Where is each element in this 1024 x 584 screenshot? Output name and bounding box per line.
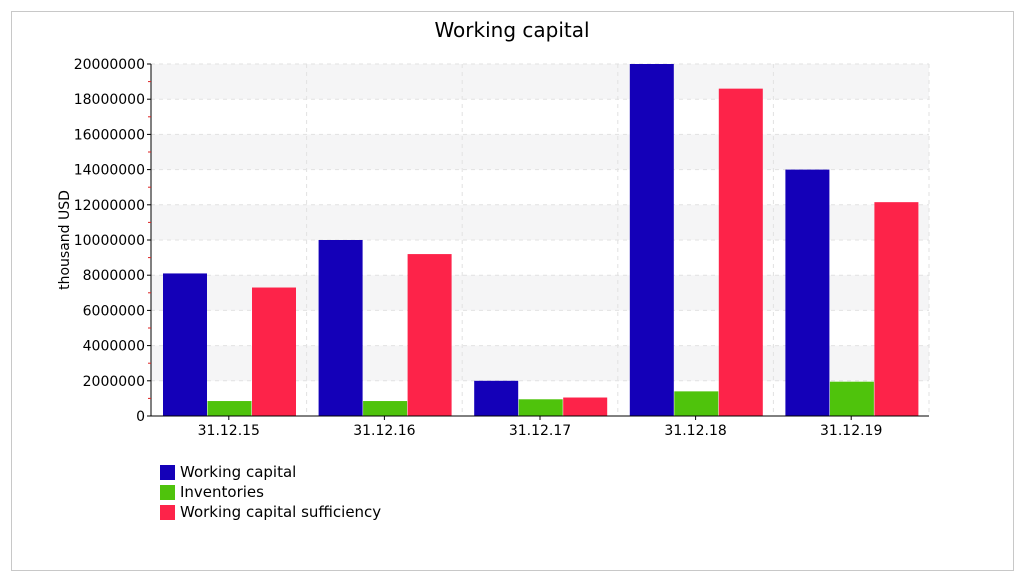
y-tick-label: 18000000 [74, 92, 145, 108]
y-tick-label: 14000000 [74, 163, 145, 179]
bar [207, 401, 252, 416]
y-tick-label: 4000000 [83, 339, 145, 355]
bar [829, 381, 874, 416]
bar [718, 88, 763, 416]
bar [163, 273, 207, 416]
x-tick-label: 31.12.15 [198, 423, 260, 439]
y-tick-label: 8000000 [83, 268, 145, 284]
y-tick-label: 10000000 [74, 233, 145, 249]
bar [474, 380, 519, 416]
bar [252, 287, 296, 416]
x-tick-label: 31.12.19 [820, 423, 882, 439]
bar [674, 391, 719, 416]
bar [563, 397, 608, 416]
legend-label: Inventories [180, 483, 264, 501]
bar [874, 202, 919, 416]
bar [785, 169, 830, 416]
bars [163, 64, 919, 416]
y-tick-label: 20000000 [74, 57, 145, 73]
x-tick-label: 31.12.18 [664, 423, 726, 439]
y-tick-labels: 0 2000000 4000000 6000000 8000000 10000000 120… [74, 57, 145, 425]
legend-label: Working capital [180, 463, 297, 481]
bar [407, 254, 452, 416]
chart-title: Working capital [434, 18, 590, 42]
y-tick-label: 2000000 [83, 374, 145, 390]
legend: Working capital Inventories Working capi… [160, 462, 381, 522]
y-tick-label: 6000000 [83, 303, 145, 319]
legend-label: Working capital sufficiency [180, 503, 382, 521]
plot-band [151, 134, 929, 170]
plot-band [151, 64, 929, 100]
legend-swatch [160, 504, 175, 520]
x-tick-label: 31.12.16 [353, 423, 415, 439]
bar [629, 64, 674, 416]
legend-item-working-capital: Working capital [160, 462, 381, 482]
axes [147, 63, 929, 420]
bar [518, 399, 563, 416]
y-tick-label: 12000000 [74, 198, 145, 214]
legend-item-inventories: Inventories [160, 482, 381, 502]
legend-swatch [160, 484, 175, 500]
y-tick-label: 0 [136, 409, 145, 425]
bar [318, 240, 363, 416]
x-tick-labels: 31.12.15 31.12.16 31.12.17 31.12.18 31.12.19 [198, 423, 883, 439]
x-tick-label: 31.12.17 [509, 423, 571, 439]
y-tick-label: 16000000 [74, 127, 145, 143]
y-axis-label: thousand USD [57, 190, 73, 290]
legend-swatch [160, 464, 175, 480]
legend-item-working-capital-sufficiency: Working capital sufficiency [160, 502, 381, 522]
bar [363, 401, 408, 416]
